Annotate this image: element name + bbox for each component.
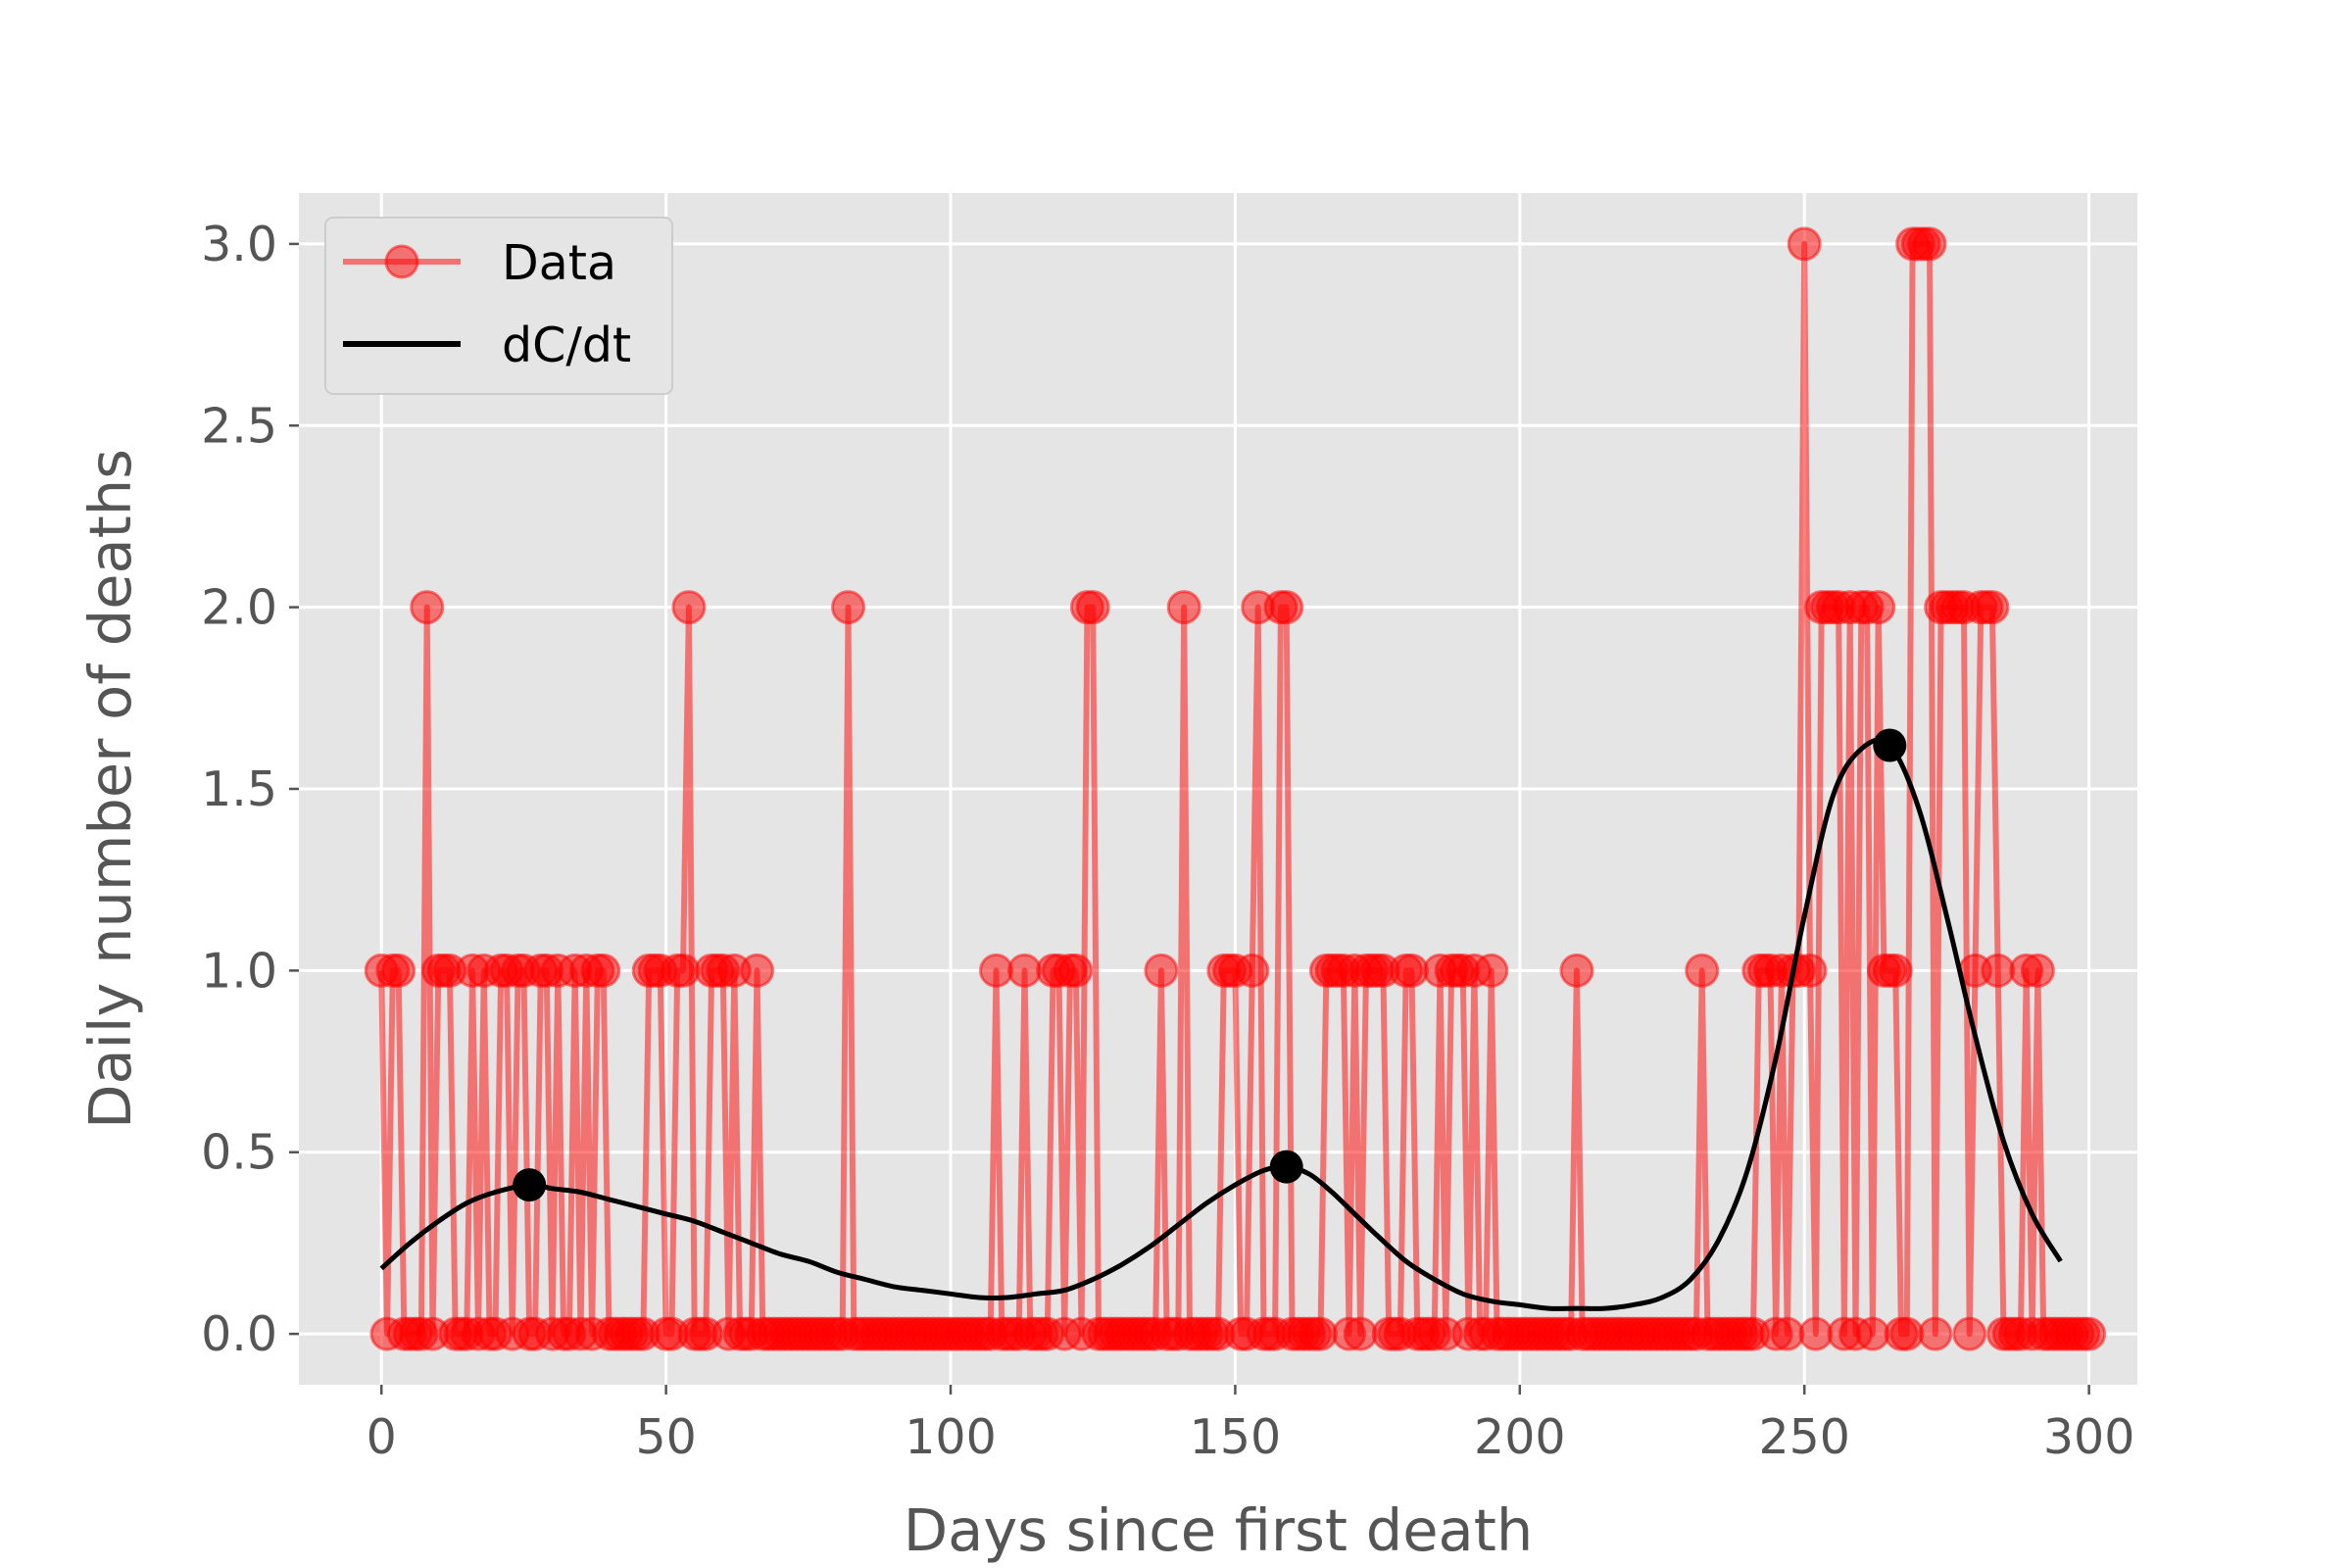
data-point <box>1918 1316 1953 1351</box>
x-tick-label: 300 <box>2043 1409 2135 1465</box>
legend-entry-dcdt: dC/dt <box>343 318 631 373</box>
data-point <box>1007 953 1042 988</box>
legend-data-swatch-marker <box>384 244 419 279</box>
data-point <box>381 953 416 988</box>
data-point <box>1269 590 1304 625</box>
y-tick-label: 1.5 <box>201 761 277 817</box>
x-tick-label: 50 <box>635 1409 696 1465</box>
y-tick-label: 0.5 <box>201 1125 277 1181</box>
data-point <box>1303 1316 1338 1351</box>
x-tick-label: 200 <box>1474 1409 1566 1465</box>
data-point <box>586 953 621 988</box>
data-point <box>671 590 707 625</box>
peak-marker <box>1269 1150 1303 1184</box>
legend-data-label: Data <box>502 235 616 291</box>
dcdt-curve <box>379 737 2063 1311</box>
data-point <box>1889 1316 1925 1351</box>
data-point <box>1861 590 1896 625</box>
data-point <box>1685 953 1720 988</box>
data-series <box>364 226 2107 1351</box>
data-point <box>410 590 445 625</box>
data-point <box>1975 590 2010 625</box>
data-point <box>1235 953 1270 988</box>
data-point <box>1144 953 1179 988</box>
data-point <box>1395 953 1429 988</box>
data-point <box>2020 953 2055 988</box>
data-point <box>1912 226 1947 262</box>
data-point <box>1787 226 1822 262</box>
y-tick-label: 2.5 <box>201 398 277 454</box>
data-point <box>1855 1316 1890 1351</box>
peak-markers <box>513 728 1907 1202</box>
x-tick-label: 250 <box>1758 1409 1850 1465</box>
data-point <box>831 590 865 625</box>
y-tick-label: 1.0 <box>201 943 277 999</box>
x-tick-label: 150 <box>1190 1409 1282 1465</box>
legend-dcdt-label: dC/dt <box>502 318 631 373</box>
x-tick-label: 100 <box>905 1409 997 1465</box>
y-axis-ticks: 0.0 0.5 1.0 1.5 2.0 2.5 3.0 <box>201 217 299 1362</box>
data-point <box>2072 1316 2107 1351</box>
x-axis-ticks: 0 50 100 150 200 250 300 <box>367 1385 2135 1465</box>
legend: Data dC/dt <box>324 217 673 395</box>
data-point <box>1952 1316 1987 1351</box>
legend-entry-data: Data <box>343 235 616 291</box>
peak-marker <box>513 1168 547 1202</box>
data-point <box>1343 1316 1378 1351</box>
data-point <box>1792 953 1828 988</box>
fit-series <box>379 737 2063 1311</box>
data-point <box>740 953 774 988</box>
data-point <box>1075 590 1110 625</box>
data-point <box>1798 1316 1834 1351</box>
data-point <box>1474 953 1509 988</box>
data-point <box>1981 953 2016 988</box>
y-tick-label: 3.0 <box>201 217 277 272</box>
y-axis-label: Daily number of deaths <box>76 449 144 1129</box>
data-point <box>665 953 701 988</box>
data-point <box>1058 953 1094 988</box>
y-tick-label: 2.0 <box>201 580 277 636</box>
data-point <box>1878 953 1913 988</box>
data-point <box>1559 953 1594 988</box>
data-point <box>1166 590 1201 625</box>
x-axis-label: Days since first death <box>904 1496 1534 1564</box>
data-point <box>1770 1316 1805 1351</box>
x-tick-label: 0 <box>367 1409 397 1465</box>
data-point <box>979 953 1013 988</box>
y-tick-label: 0.0 <box>201 1306 277 1362</box>
peak-marker <box>1873 728 1907 762</box>
